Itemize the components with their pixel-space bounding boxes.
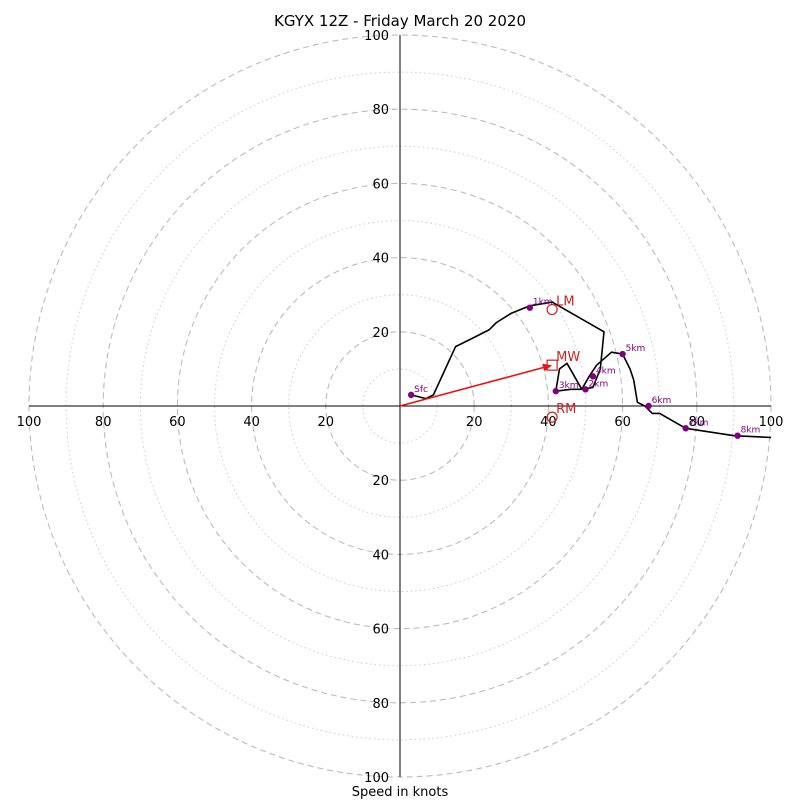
motion-label: RM <box>556 402 576 417</box>
y-tick-label: 60 <box>372 177 389 192</box>
height-label: Sfc <box>414 385 428 395</box>
motion-marker-square <box>546 359 558 371</box>
y-tick-label: 40 <box>372 548 389 563</box>
motion-marker-circle <box>546 411 558 423</box>
height-label: 7km <box>689 418 709 428</box>
x-tick-label: 100 <box>759 415 784 430</box>
height-point <box>552 387 560 395</box>
x-tick-label: 80 <box>689 415 706 430</box>
y-tick-label: 80 <box>372 103 389 118</box>
trace-line <box>410 301 772 439</box>
height-point <box>682 425 689 432</box>
y-tick-label: 60 <box>372 623 389 638</box>
motion-label: MW <box>556 350 580 365</box>
y-tick-label: 40 <box>372 252 389 267</box>
height-label: 4km <box>596 366 616 376</box>
height-point <box>619 350 626 358</box>
height-markers: Sfc 1km 2km 3km 4km 5km 6km 7km 8km <box>407 298 761 439</box>
x-axis-label: Speed in knots <box>352 785 449 800</box>
height-point <box>526 304 534 311</box>
x-tick-label: 100 <box>17 415 42 430</box>
motion-marker-circle <box>546 303 558 316</box>
height-label: 8km <box>741 426 761 436</box>
height-label: 1km <box>533 298 553 308</box>
chart-title: KGYX 12Z - Friday March 20 2020 <box>274 12 526 30</box>
x-tick-label: 20 <box>466 415 483 430</box>
height-point <box>645 402 652 410</box>
motion-label: LM <box>556 295 574 310</box>
height-point <box>407 391 415 399</box>
height-label: 2km <box>589 379 609 389</box>
tick-labels: 100 80 60 40 20 20 40 60 80 100 100 80 60 40 20 20 40 60 8… <box>17 29 784 786</box>
height-point <box>734 432 741 439</box>
y-tick-label: 100 <box>364 771 389 786</box>
y-tick-label: 20 <box>372 326 389 341</box>
wind-trace <box>410 301 772 439</box>
height-label: 3km <box>559 381 579 391</box>
x-tick-label: 60 <box>614 415 631 430</box>
y-tick-label: 100 <box>364 29 389 44</box>
y-tick-label: 20 <box>372 474 389 489</box>
x-tick-label: 40 <box>540 415 557 430</box>
y-tick-label: 80 <box>372 697 389 712</box>
height-point <box>582 386 589 393</box>
storm-motions: LM MW RM <box>546 295 580 423</box>
x-tick-label: 80 <box>95 415 112 430</box>
arrow-shaft <box>399 366 544 407</box>
height-point <box>589 373 597 380</box>
x-tick-label: 20 <box>318 415 335 430</box>
height-label: 6km <box>652 396 672 406</box>
x-tick-label: 40 <box>243 415 260 430</box>
height-label: 5km <box>626 344 646 354</box>
x-tick-label: 60 <box>169 415 186 430</box>
